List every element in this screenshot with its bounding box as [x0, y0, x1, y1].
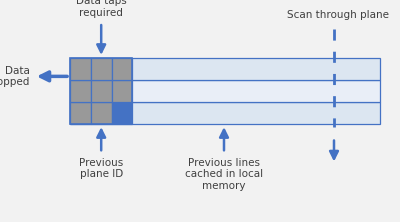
Bar — [112, 102, 132, 124]
Bar — [112, 80, 132, 102]
Bar — [70, 102, 91, 124]
Bar — [112, 58, 132, 80]
Text: Data taps
required: Data taps required — [76, 0, 126, 18]
Bar — [70, 80, 380, 102]
Bar — [70, 58, 91, 80]
Bar — [70, 102, 380, 124]
Bar — [91, 58, 112, 80]
Bar — [91, 102, 112, 124]
Bar — [70, 58, 380, 80]
Text: Scan through plane: Scan through plane — [287, 10, 389, 20]
Text: Previous
plane ID: Previous plane ID — [79, 158, 123, 179]
Text: Data
dropped: Data dropped — [0, 65, 30, 87]
Text: Previous lines
cached in local
memory: Previous lines cached in local memory — [185, 158, 263, 191]
Bar — [70, 80, 91, 102]
Bar — [91, 80, 112, 102]
Bar — [70, 58, 132, 124]
